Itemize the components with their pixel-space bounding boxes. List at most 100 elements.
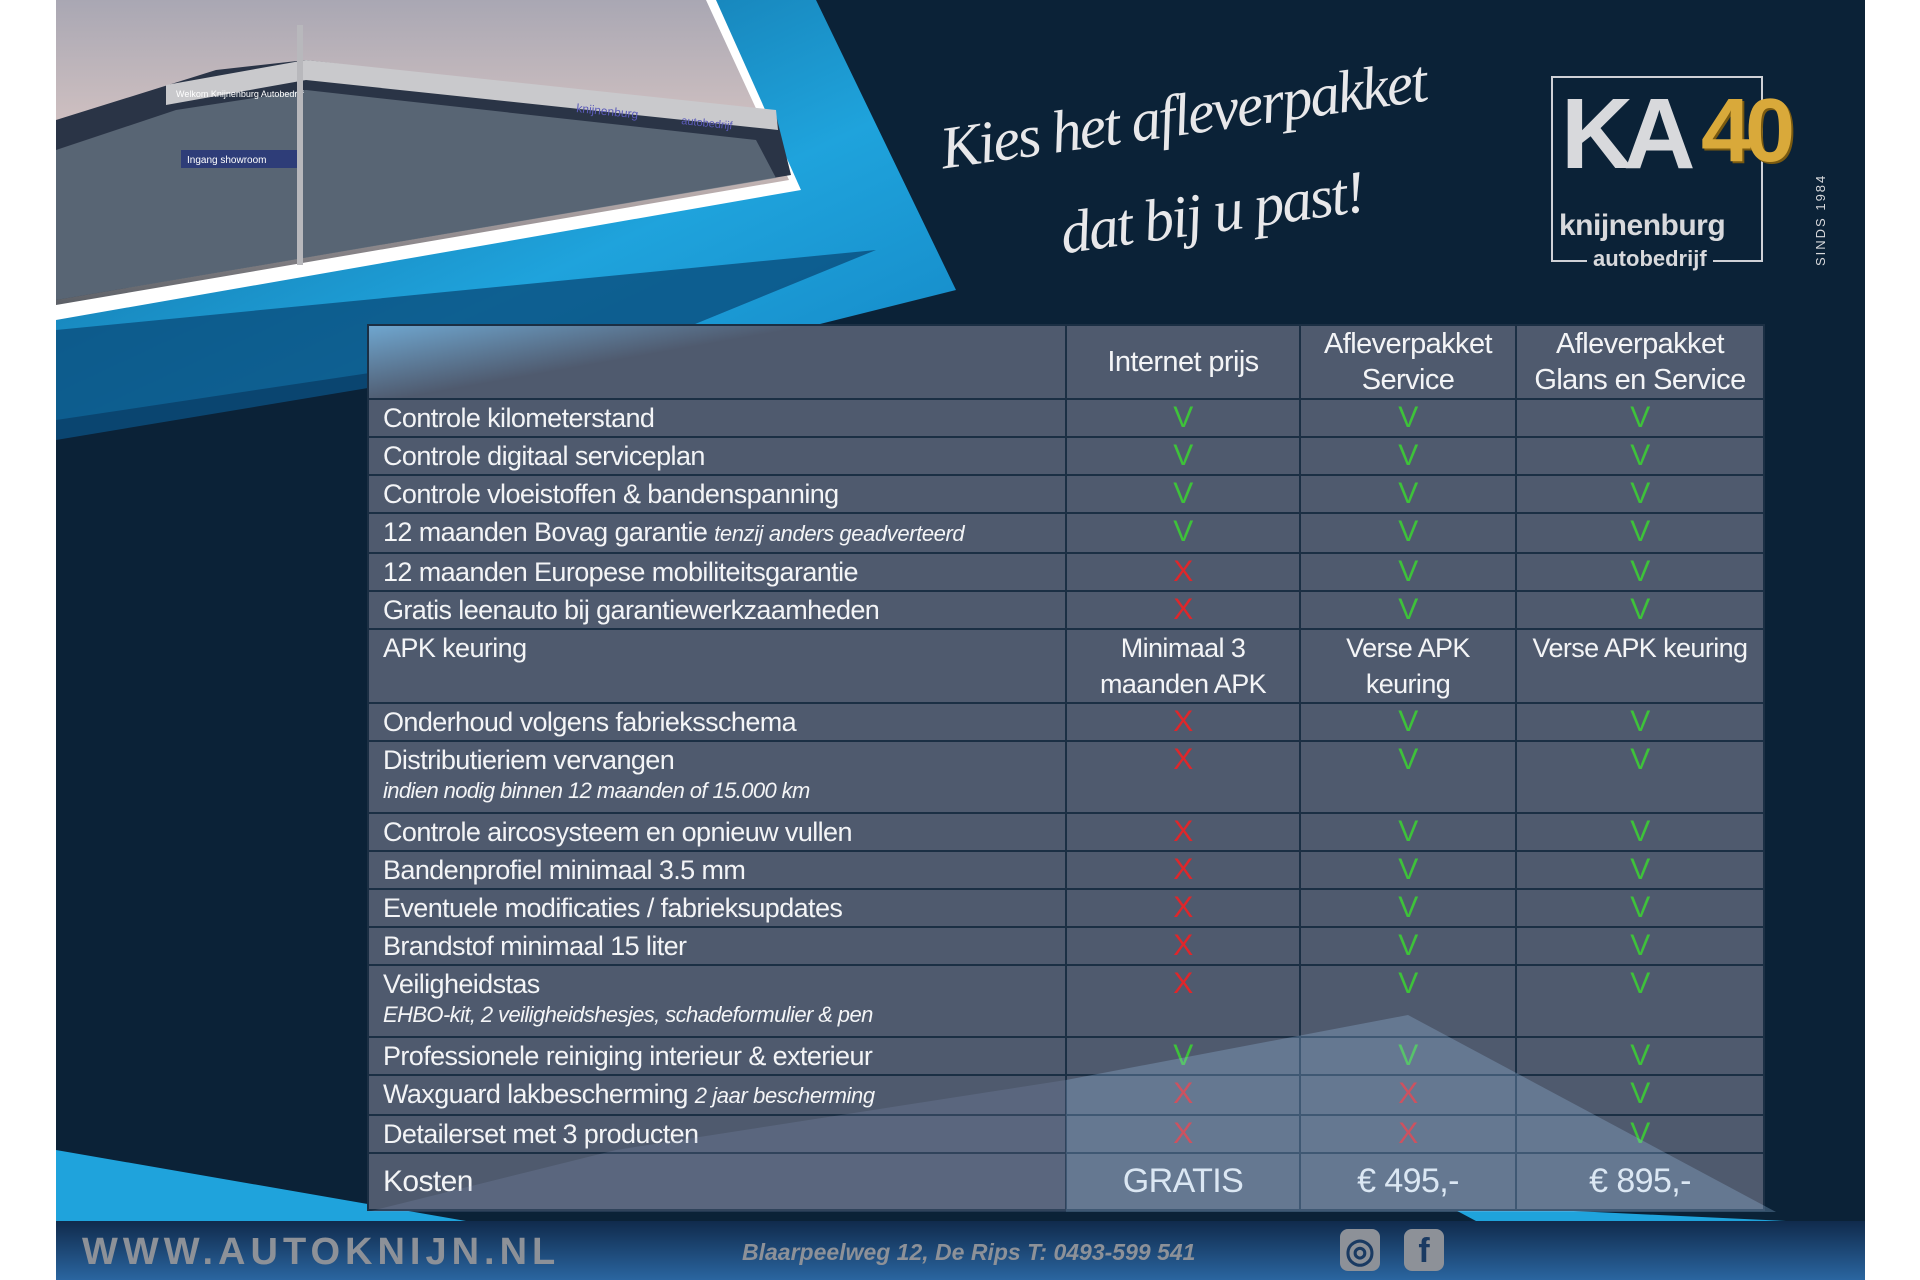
cross-icon: X [1065,812,1301,852]
table-row: Veiligheidstas EHBO-kit, 2 veiligheidshes… [367,964,1765,1038]
row-label: Bandenprofiel minimaal 3.5 mm [367,850,1067,890]
sign-knijnenburg: knijnenburg [576,101,639,121]
check-icon: V [1299,740,1517,814]
check-icon: V [1515,436,1765,476]
check-icon: V [1299,888,1517,928]
check-icon: V [1515,702,1765,742]
row-label: APK keuring [367,628,1067,704]
row-label-text: Eventuele modificaties / fabrieksupdates [383,893,843,923]
check-icon: V [1299,1036,1517,1076]
check-mark: V [1630,477,1650,510]
check-mark: V [1398,439,1418,472]
instagram-icon[interactable]: ◎ [1340,1229,1380,1271]
cross-mark: X [1173,815,1193,848]
row-label: Distributieriem vervangen indien nodig bi… [367,740,1067,814]
check-icon: V [1065,474,1301,514]
cross-icon: X [1065,702,1301,742]
row-label-text: Gratis leenauto bij garantiewerkzaamhede… [383,595,880,625]
check-mark: V [1173,477,1193,510]
row-label-text: Brandstof minimaal 15 liter [383,931,687,961]
table-row: Brandstof minimaal 15 liter X V V [367,926,1765,966]
check-mark: V [1173,401,1193,434]
header-empty [367,324,1067,400]
check-mark: V [1630,515,1650,548]
check-icon: V [1515,926,1765,966]
table-row: Waxguard lakbescherming 2 jaar beschermi… [367,1074,1765,1116]
check-mark: V [1398,967,1418,1000]
cross-mark: X [1173,1117,1193,1150]
check-icon: V [1515,812,1765,852]
cost-internet: GRATIS [1065,1152,1301,1211]
cross-icon: X [1065,964,1301,1038]
check-mark: V [1630,1039,1650,1072]
check-mark: V [1173,515,1193,548]
table-row: Gratis leenauto bij garantiewerkzaamhede… [367,590,1765,630]
row-label-text: Detailerset met 3 producten [383,1119,699,1149]
check-mark: V [1398,891,1418,924]
table-row: Controle vloeistoffen & bandenspanning V V… [367,474,1765,514]
row-label-text: Professionele reiniging interieur & exte… [383,1041,873,1071]
address-phone: Blaarpeelweg 12, De Rips T: 0493-599 541 [742,1239,1196,1265]
table-row: Professionele reiniging interieur & exte… [367,1036,1765,1076]
sign-autobedrijf: autobedrijf [681,115,734,132]
check-icon: V [1299,512,1517,554]
blue-corner-bottom [56,1150,466,1221]
cell-text: Minimaal 3 maanden APK [1065,628,1301,704]
row-label: Detailerset met 3 producten [367,1114,1067,1154]
row-label: Veiligheidstas EHBO-kit, 2 veiligheidshes… [367,964,1067,1038]
table-row: Eventuele modificaties / fabrieksupdates… [367,888,1765,928]
cross-icon: X [1065,888,1301,928]
row-label-text: Controle kilometerstand [383,403,655,433]
showroom-photo: Ingang showroom Welkom Knijnenburg Autob… [56,0,791,305]
table-row: Controle aircosysteem en opnieuw vullen X… [367,812,1765,852]
cross-icon: X [1299,1114,1517,1154]
cross-icon: X [1065,926,1301,966]
cross-icon: X [1299,1074,1517,1116]
check-mark: V [1630,853,1650,886]
facebook-icon[interactable]: f [1404,1229,1444,1271]
check-mark: V [1630,1117,1650,1150]
row-label: 12 maanden Europese mobiliteitsgarantie [367,552,1067,592]
check-mark: V [1398,705,1418,738]
row-label-text: 12 maanden Europese mobiliteitsgarantie [383,557,859,587]
column-internet-prijs: Internet prijs [1065,324,1301,400]
check-icon: V [1515,740,1765,814]
row-label: Onderhoud volgens fabrieksschema [367,702,1067,742]
check-icon: V [1065,1036,1301,1076]
check-icon: V [1299,926,1517,966]
website-link[interactable]: WWW.AUTOKNIJN.NL [82,1231,561,1273]
flyer: Ingang showroom Welkom Knijnenburg Autob… [56,0,1865,1280]
sign-ingang: Ingang showroom [187,155,267,166]
check-mark: V [1398,853,1418,886]
check-mark: V [1630,929,1650,962]
logo-mark: KA [1561,78,1695,190]
row-sub-note: EHBO-kit, 2 veiligheidshesjes, schadefor… [383,1002,873,1027]
check-icon: V [1515,512,1765,554]
check-mark: V [1398,401,1418,434]
logo: KA 40 knijnenburg autobedrijf SINDS 1984 [1551,76,1851,276]
check-mark: V [1398,555,1418,588]
cross-mark: X [1173,705,1193,738]
check-icon: V [1299,474,1517,514]
row-note: tenzij anders geadverteerd [714,521,965,546]
check-icon: V [1515,1114,1765,1154]
row-label: Controle aircosysteem en opnieuw vullen [367,812,1067,852]
row-label: Controle vloeistoffen & bandenspanning [367,474,1067,514]
table-row: APK keuring Minimaal 3 maanden APK Verse A… [367,628,1765,704]
check-icon: V [1299,702,1517,742]
check-mark: V [1630,401,1650,434]
row-label: Controle digitaal serviceplan [367,436,1067,476]
row-label-text: Waxguard lakbescherming [383,1079,688,1109]
check-icon: V [1515,552,1765,592]
check-mark: V [1630,439,1650,472]
check-mark: V [1398,743,1418,776]
row-label: Brandstof minimaal 15 liter [367,926,1067,966]
row-label-text: Veiligheidstas [383,969,540,999]
cross-mark: X [1173,967,1193,1000]
check-mark: V [1630,1077,1650,1110]
check-icon: V [1299,964,1517,1038]
check-mark: V [1630,555,1650,588]
cross-mark: X [1173,929,1193,962]
check-mark: V [1630,967,1650,1000]
check-icon: V [1299,552,1517,592]
